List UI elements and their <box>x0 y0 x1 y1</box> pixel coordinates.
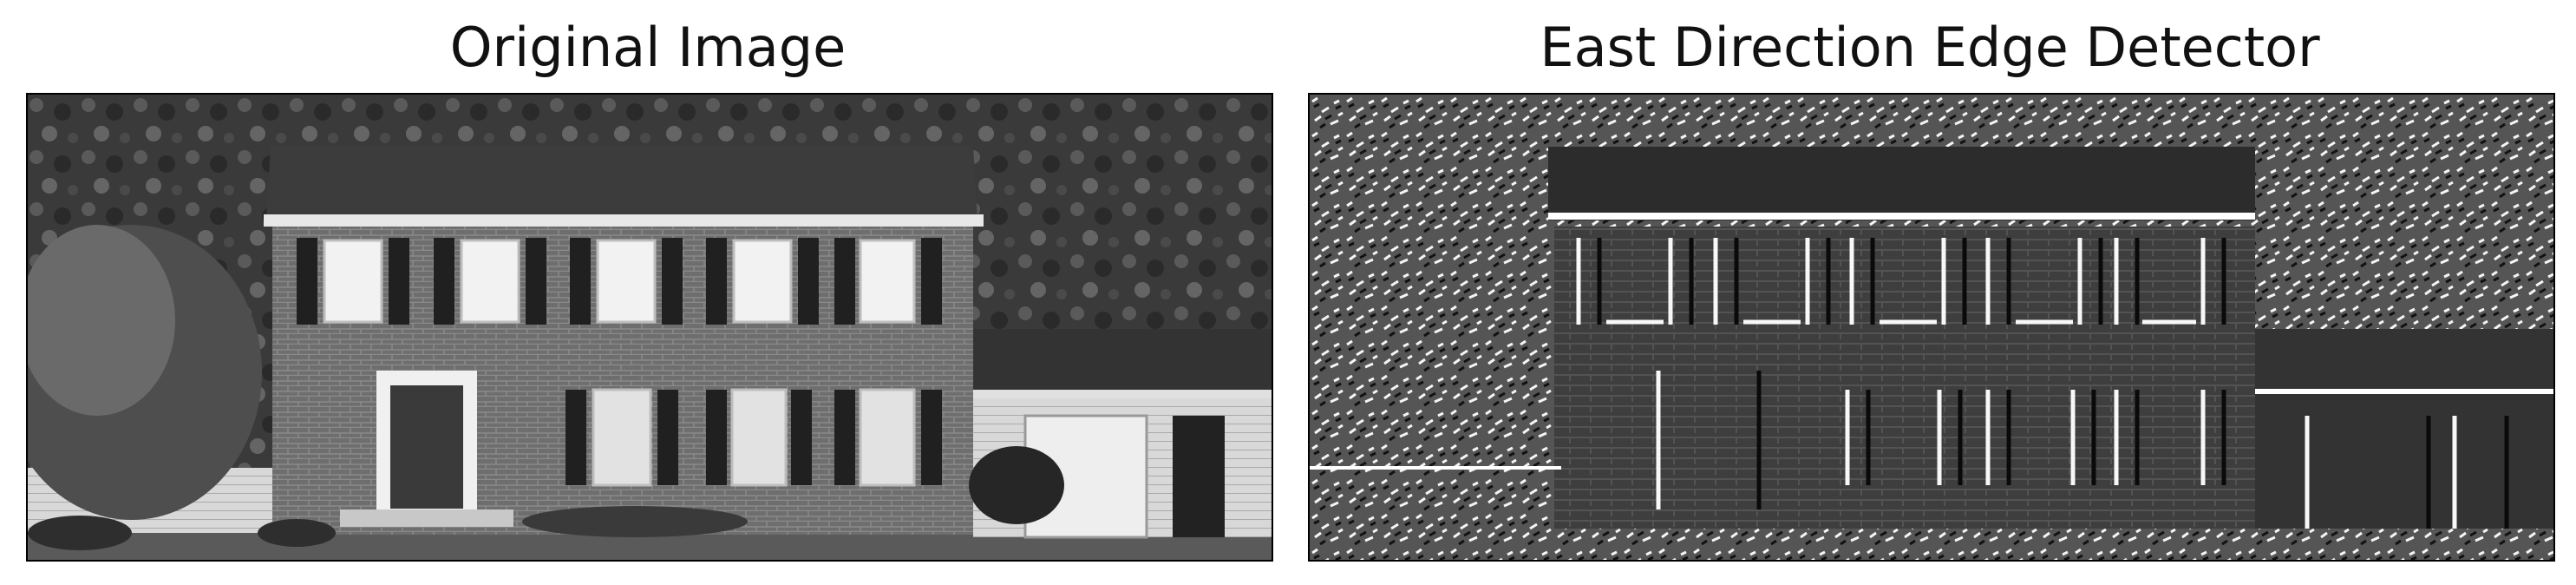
original-house-photo <box>28 95 1272 560</box>
original-image-title: Original Image <box>449 16 847 79</box>
edge-detector-output <box>1310 95 2553 560</box>
original-image-panel <box>26 93 1273 562</box>
edge-detector-panel <box>1308 93 2555 562</box>
edge-detector-title: East Direction Edge Detector <box>1540 16 2320 79</box>
